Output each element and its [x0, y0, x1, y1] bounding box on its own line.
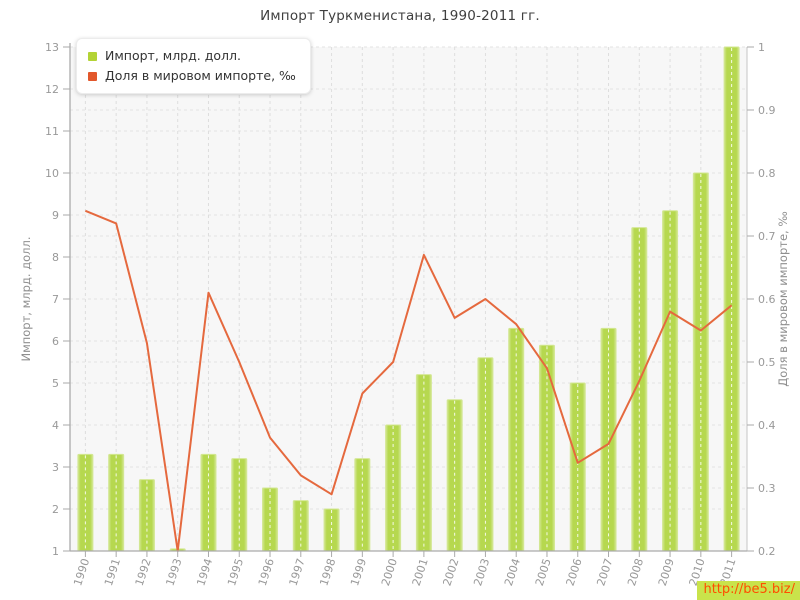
tick-label-left: 1: [52, 545, 59, 558]
tick-label-right: 0.5: [758, 356, 776, 369]
x-label-1990: 1990: [71, 557, 92, 588]
legend-label-share: Доля в мировом импорте, ‰: [105, 68, 296, 83]
x-label-2005: 2005: [533, 557, 554, 588]
x-label-1997: 1997: [287, 557, 308, 588]
bar-1992[interactable]: [138, 479, 155, 552]
legend-swatch-share-icon: [88, 71, 97, 81]
tick-label-left: 6: [52, 335, 59, 348]
tick-label-left: 4: [52, 419, 59, 432]
x-label-2008: 2008: [625, 557, 646, 588]
tick-label-right: 0.7: [758, 230, 776, 243]
x-label-1995: 1995: [225, 557, 246, 588]
x-label-2004: 2004: [502, 557, 523, 588]
tick-label-left: 7: [52, 293, 59, 306]
x-label-2001: 2001: [410, 557, 431, 588]
tick-label-right: 0.6: [758, 293, 776, 306]
x-label-1993: 1993: [164, 557, 185, 588]
tick-label-left: 11: [45, 125, 59, 138]
tick-label-right: 0.4: [758, 419, 776, 432]
tick-label-right: 0.3: [758, 482, 776, 495]
x-label-2009: 2009: [656, 557, 677, 588]
x-label-2000: 2000: [379, 557, 400, 588]
tick-label-left: 13: [45, 41, 59, 54]
x-label-1994: 1994: [194, 557, 215, 588]
tick-label-left: 12: [45, 83, 59, 96]
x-label-2003: 2003: [471, 557, 492, 588]
share-line: [85, 209, 733, 552]
tick-label-left: 10: [45, 167, 59, 180]
left-axis-title: Импорт, млрд. долл.: [19, 236, 33, 361]
tick-label-left: 5: [52, 377, 59, 390]
legend-item-share[interactable]: Доля в мировом импорте, ‰: [88, 66, 296, 86]
x-label-1999: 1999: [348, 557, 369, 588]
legend-label-import: Импорт, млрд. долл.: [105, 48, 241, 63]
x-label-1991: 1991: [102, 557, 123, 588]
chart-title: Импорт Туркменистана, 1990-2011 гг.: [260, 8, 540, 24]
tick-label-left: 2: [52, 503, 59, 516]
bar-2005[interactable]: [538, 344, 555, 552]
x-label-2006: 2006: [564, 557, 585, 588]
tick-label-left: 8: [52, 251, 59, 264]
watermark-link[interactable]: http://be5.biz/: [697, 581, 800, 600]
x-label-1992: 1992: [133, 557, 154, 588]
chart-legend: Импорт, млрд. долл. Доля в мировом импор…: [76, 38, 311, 94]
tick-label-right: 1: [758, 41, 765, 54]
x-label-1998: 1998: [317, 557, 338, 588]
tick-label-right: 0.8: [758, 167, 776, 180]
x-label-1996: 1996: [256, 557, 277, 588]
legend-swatch-import-icon: [88, 51, 97, 61]
tick-label-left: 9: [52, 209, 59, 222]
bar-2008[interactable]: [631, 227, 648, 552]
right-axis-title: Доля в мировом импорте, ‰: [776, 211, 790, 387]
x-label-2002: 2002: [440, 557, 461, 588]
tick-label-right: 0.9: [758, 104, 776, 117]
tick-label-right: 0.2: [758, 545, 776, 558]
tick-label-left: 3: [52, 461, 59, 474]
legend-item-import[interactable]: Импорт, млрд. долл.: [88, 46, 296, 66]
x-label-2007: 2007: [594, 557, 615, 588]
